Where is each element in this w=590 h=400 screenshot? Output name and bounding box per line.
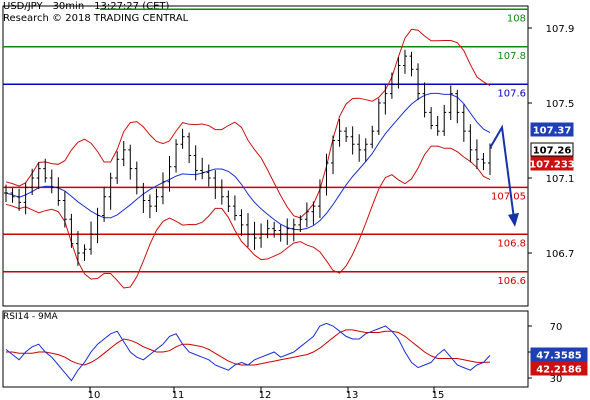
level-label-0: 108 <box>507 13 526 24</box>
forecast-arrow-head <box>508 212 519 227</box>
forecast-arrow-line <box>489 124 515 220</box>
price-badge-2: 107.233 <box>529 156 575 171</box>
level-label-5: 106.6 <box>497 276 526 287</box>
rsi-ma-line <box>6 329 491 366</box>
rsi-badge-label-1: 42.2186 <box>536 365 582 376</box>
level-label-1: 107.8 <box>497 51 526 62</box>
rsi-badge-label-0: 47.3585 <box>536 351 582 362</box>
rsi-tick-label-0: 30 <box>550 374 563 385</box>
price-tick-label-3: 107.9 <box>546 24 575 35</box>
x-tick-label-2: 12 <box>259 390 272 400</box>
x-tick-label-0: 10 <box>88 390 101 400</box>
level-label-4: 106.8 <box>497 238 526 249</box>
level-label-3: 107.05 <box>491 191 526 202</box>
rsi-line <box>5 322 491 382</box>
price-tick-label-1: 107.1 <box>546 174 575 185</box>
price-tick-label-0: 106.7 <box>546 249 575 260</box>
bollinger-upper-band <box>5 28 491 219</box>
rsi-badge-1: 42.2186 <box>530 361 588 376</box>
price-panel-frame <box>2 5 529 307</box>
rsi-badge-0: 47.3585 <box>530 347 588 362</box>
price-badge-bg-2 <box>530 156 574 171</box>
price-badge-label-1: 107.26 <box>533 146 572 157</box>
rsi-panel-title: RSI14 - 9MA <box>3 312 58 322</box>
x-tick-label-1: 11 <box>172 390 185 400</box>
price-badge-1: 107.26 <box>530 142 574 157</box>
rsi-badge-bg-0 <box>530 347 588 362</box>
rsi-panel-frame <box>2 310 529 388</box>
price-badge-bg-0 <box>530 122 574 137</box>
price-badge-bg-1 <box>530 142 574 157</box>
price-tick-label-2: 107.5 <box>546 99 575 110</box>
x-tick-label-3: 13 <box>346 390 359 400</box>
rsi-tick-label-2: 70 <box>550 322 563 333</box>
price-badge-label-2: 107.233 <box>529 160 575 171</box>
bollinger-lower-band <box>5 145 491 289</box>
level-label-2: 107.6 <box>497 88 526 99</box>
price-badge-label-0: 107.37 <box>533 126 572 137</box>
moving-average-line <box>5 92 491 231</box>
rsi-badge-bg-1 <box>530 361 588 376</box>
ohlc-bars <box>4 49 492 266</box>
x-tick-label-4: 15 <box>432 390 445 400</box>
price-badge-0: 107.37 <box>530 122 574 137</box>
chart-subtitle: Research © 2018 TRADING CENTRAL <box>3 13 189 24</box>
